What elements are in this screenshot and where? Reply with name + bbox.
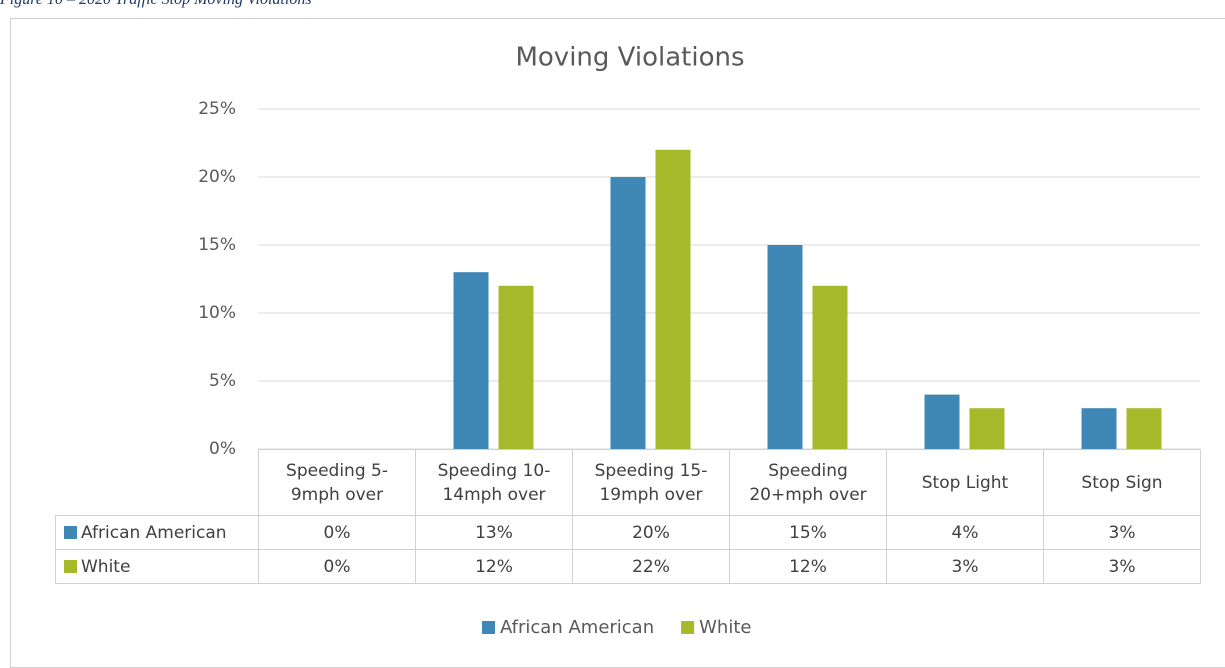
data-label: 4% bbox=[886, 515, 1044, 550]
x-tick-label: Speeding 15-19mph over bbox=[572, 449, 730, 516]
y-tick-label: 10% bbox=[198, 303, 236, 323]
legend-swatch bbox=[482, 621, 495, 634]
table-series-name: African American bbox=[81, 522, 227, 543]
bar bbox=[812, 285, 848, 449]
x-tick-label: Stop Light bbox=[886, 449, 1044, 516]
bar bbox=[1126, 408, 1162, 449]
table-series-name: White bbox=[81, 556, 131, 577]
bar bbox=[1081, 408, 1117, 449]
caption: Figure 10 – 2020 Traffic Stop Moving Vio… bbox=[0, 0, 312, 9]
legend-label: White bbox=[699, 617, 751, 638]
legend-swatch bbox=[681, 621, 695, 634]
bar bbox=[924, 394, 960, 449]
legend-key bbox=[64, 525, 77, 539]
chart-title: Moving Violations bbox=[515, 43, 744, 73]
table-corner bbox=[55, 449, 259, 516]
table-series-cell: African American bbox=[55, 515, 259, 550]
x-tick-label: Speeding 10-14mph over bbox=[415, 449, 573, 516]
bar bbox=[498, 285, 534, 449]
data-label: 3% bbox=[1043, 515, 1201, 550]
data-label: 0% bbox=[258, 549, 416, 584]
x-tick-label: Stop Sign bbox=[1043, 449, 1201, 516]
legend-key bbox=[64, 559, 77, 573]
bar bbox=[655, 149, 691, 450]
legend-label: African American bbox=[500, 617, 654, 638]
bar bbox=[610, 177, 646, 449]
data-label: 3% bbox=[1043, 549, 1201, 584]
legend: African American White bbox=[482, 617, 751, 638]
data-label: 22% bbox=[572, 549, 730, 584]
data-label: 3% bbox=[886, 549, 1044, 584]
data-label: 13% bbox=[415, 515, 573, 550]
data-label: 15% bbox=[729, 515, 887, 550]
data-label: 12% bbox=[415, 549, 573, 584]
bar bbox=[767, 245, 803, 449]
data-label: 0% bbox=[258, 515, 416, 550]
x-tick-label: Speeding 20+mph over bbox=[729, 449, 887, 516]
y-tick-label: 25% bbox=[198, 99, 236, 119]
x-tick-label: Speeding 5-9mph over bbox=[258, 449, 416, 516]
y-tick-label: 5% bbox=[209, 371, 236, 391]
table-header-row: Speeding 5-9mph over Speeding 10-14mph ov… bbox=[55, 449, 1201, 516]
bar bbox=[969, 408, 1005, 449]
data-label: 12% bbox=[729, 549, 887, 584]
y-tick-label: 15% bbox=[198, 235, 236, 255]
bar bbox=[453, 272, 489, 449]
table-row: White 0% 12% 22% 12% 3% 3% bbox=[55, 549, 1201, 584]
table-series-cell: White bbox=[55, 549, 259, 584]
y-tick-label: 20% bbox=[198, 167, 236, 187]
data-table: Speeding 5-9mph over Speeding 10-14mph ov… bbox=[55, 449, 1201, 584]
table-row: African American 0% 13% 20% 15% 4% 3% bbox=[55, 515, 1201, 550]
data-label: 20% bbox=[572, 515, 730, 550]
